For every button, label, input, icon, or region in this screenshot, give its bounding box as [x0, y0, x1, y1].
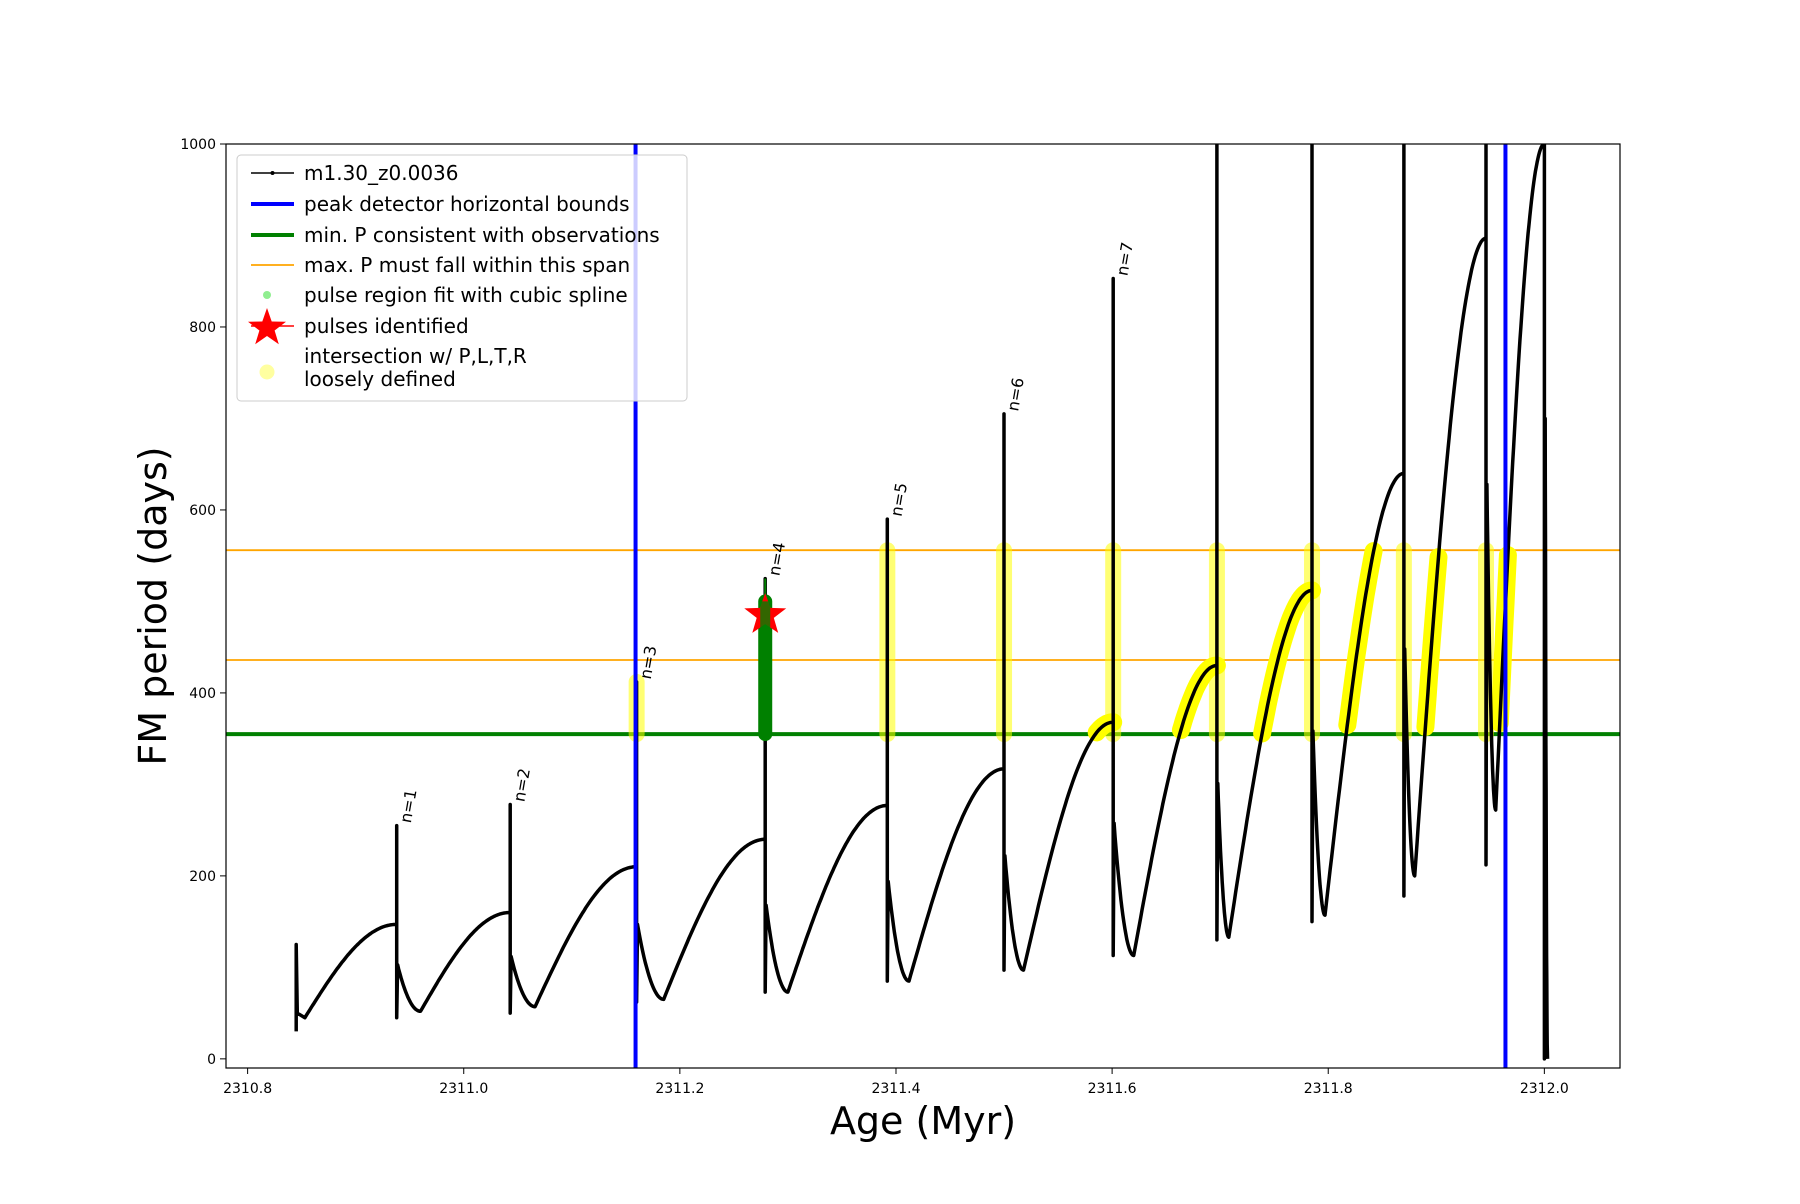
y-tick-label: 400 — [189, 686, 216, 702]
pulse-label: n=5 — [887, 481, 912, 518]
pulse-label: n=2 — [509, 767, 534, 804]
plot-frame — [225, 143, 1621, 1069]
y-tick-label: 200 — [189, 869, 216, 885]
legend-swatch — [263, 291, 271, 299]
legend-label: loosely defined — [304, 367, 456, 391]
x-tick-label: 2311.6 — [1088, 1081, 1137, 1097]
pulse-label: n=6 — [1003, 376, 1028, 413]
legend-label: min. P consistent with observations — [304, 223, 660, 247]
y-tick-label: 600 — [189, 503, 216, 519]
x-tick-label: 2311.4 — [871, 1081, 920, 1097]
legend-label: peak detector horizontal bounds — [304, 192, 630, 216]
plot-area: n=1 n=2 n=3 n=4 n=5 n=6 n=7 — [226, 144, 1620, 1068]
x-tick-label: 2312.0 — [1520, 1081, 1569, 1097]
legend-label: intersection w/ P,L,T,R — [304, 344, 527, 368]
pulse-label: n=7 — [1112, 241, 1137, 278]
legend-box — [236, 154, 688, 402]
legend-label: m1.30_z0.0036 — [304, 161, 459, 185]
pulse-label: n=3 — [636, 644, 661, 681]
x-tick-label: 2310.8 — [223, 1081, 272, 1097]
x-tick-label: 2311.0 — [439, 1081, 488, 1097]
track-line — [294, 144, 1550, 1061]
x-tick-label: 2311.8 — [1304, 1081, 1353, 1097]
legend-swatch — [259, 364, 275, 380]
pulse-label: n=4 — [764, 541, 789, 578]
legend-dot — [270, 171, 275, 175]
y-tick-label: 800 — [189, 320, 216, 336]
pulse-label: n=1 — [396, 788, 421, 825]
y-axis-label: FM period (days) — [131, 446, 175, 765]
y-tick-label: 0 — [207, 1052, 216, 1068]
y-tick-label: 1000 — [180, 137, 216, 153]
legend-label: pulses identified — [304, 314, 469, 338]
x-axis-label: Age (Myr) — [830, 1099, 1016, 1143]
x-tick-label: 2311.2 — [655, 1081, 704, 1097]
legend-label: pulse region fit with cubic spline — [304, 283, 628, 307]
legend-label: max. P must fall within this span — [304, 253, 630, 277]
